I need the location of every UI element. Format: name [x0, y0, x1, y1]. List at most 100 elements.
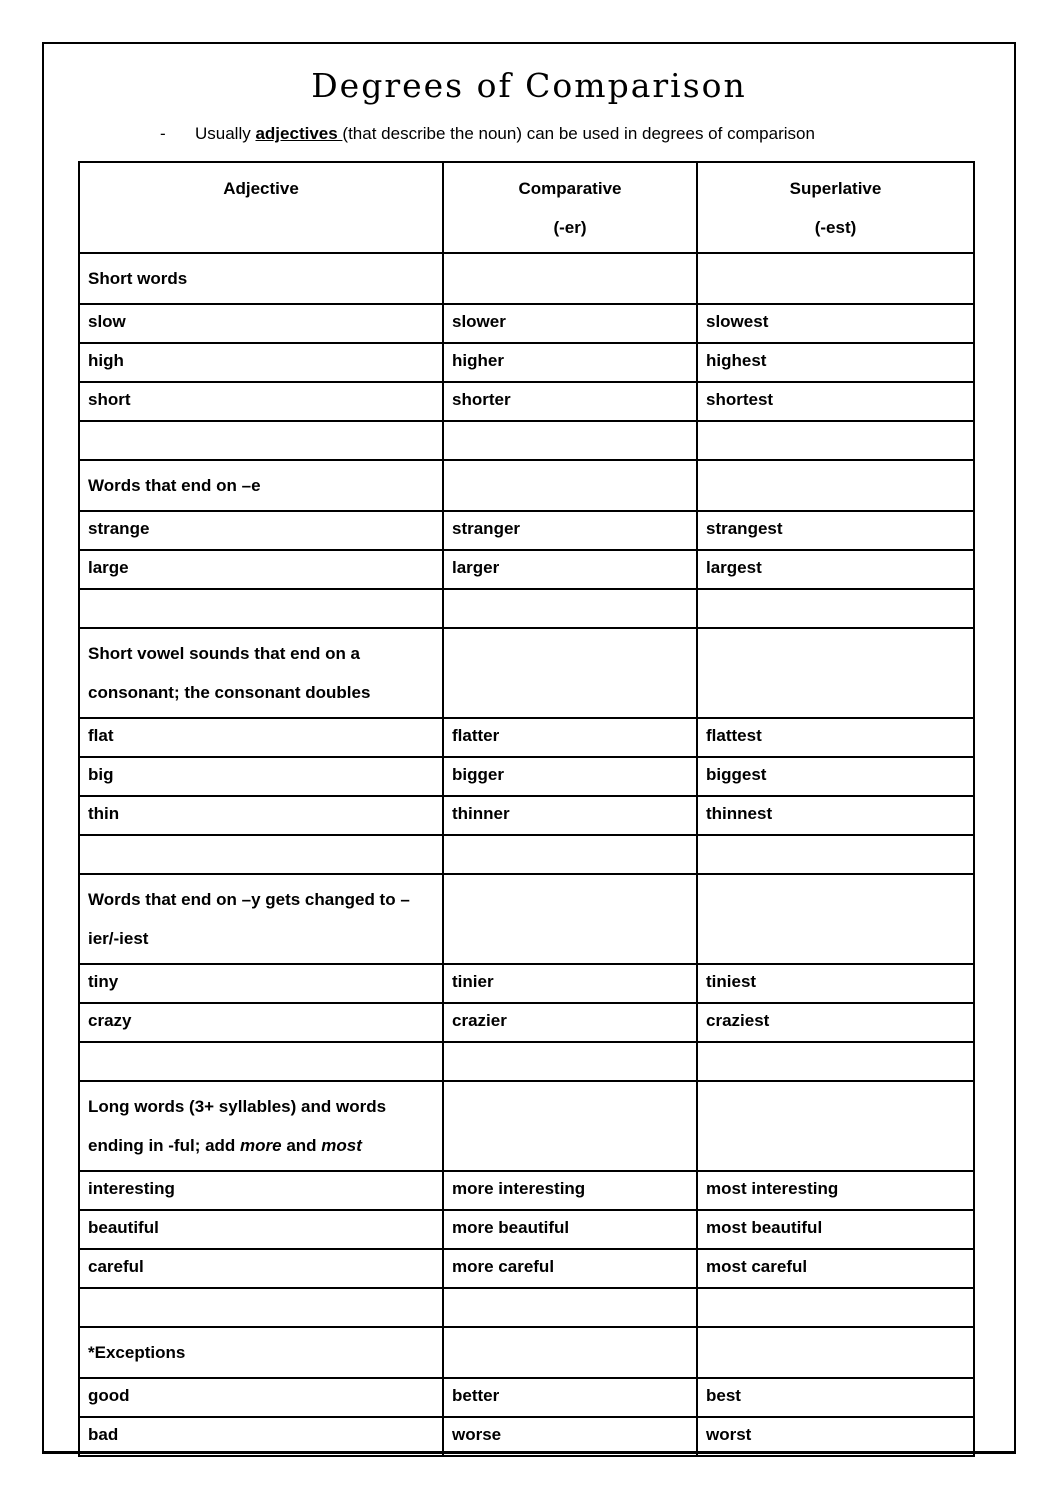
adjective-cell: tiny	[78, 963, 444, 1004]
blank-row	[78, 588, 975, 629]
blank-cell	[442, 627, 698, 719]
section-label-cell: Long words (3+ syllables) and words endi…	[78, 1080, 444, 1172]
comparative-cell: stranger	[442, 510, 698, 551]
superlative-cell: strangest	[696, 510, 975, 551]
superlative-cell: slowest	[696, 303, 975, 344]
adjective-cell: large	[78, 549, 444, 590]
comparative-cell: crazier	[442, 1002, 698, 1043]
comparative-cell: bigger	[442, 756, 698, 797]
blank-cell	[442, 873, 698, 965]
table-row: careful more careful most careful	[78, 1248, 975, 1289]
section-header-row: Words that end on –e	[78, 459, 975, 512]
adjective-cell: bad	[78, 1416, 444, 1457]
header-line2: (-er)	[553, 218, 587, 237]
superlative-cell: biggest	[696, 756, 975, 797]
comparative-column-header: Comparative (-er)	[442, 161, 698, 254]
table-row: slow slower slowest	[78, 303, 975, 344]
blank-cell	[442, 1287, 698, 1328]
comparative-cell: tinier	[442, 963, 698, 1004]
header-line1: Superlative	[789, 179, 882, 198]
comparative-cell: slower	[442, 303, 698, 344]
comparative-cell: shorter	[442, 381, 698, 422]
comparative-cell: better	[442, 1377, 698, 1418]
blank-cell	[442, 252, 698, 305]
blank-cell	[442, 459, 698, 512]
blank-cell	[696, 459, 975, 512]
adjective-cell: short	[78, 381, 444, 422]
adjective-cell: beautiful	[78, 1209, 444, 1250]
comparative-cell: larger	[442, 549, 698, 590]
comparison-table: Adjective Comparative (-er) Superlative …	[78, 161, 975, 1457]
header-line1: Comparative	[518, 179, 622, 198]
comparative-cell: worse	[442, 1416, 698, 1457]
section-header-row: Words that end on –y gets changed to –ie…	[78, 873, 975, 965]
comparative-cell: more careful	[442, 1248, 698, 1289]
adjective-cell: flat	[78, 717, 444, 758]
superlative-cell: worst	[696, 1416, 975, 1457]
superlative-column-header: Superlative (-est)	[696, 161, 975, 254]
blank-row	[78, 420, 975, 461]
table-row: bad worse worst	[78, 1416, 975, 1457]
section-label-cell: Words that end on –e	[78, 459, 444, 512]
comparative-cell: thinner	[442, 795, 698, 836]
intro-text-adjectives: adjectives	[255, 124, 343, 143]
superlative-cell: most beautiful	[696, 1209, 975, 1250]
adjective-cell: careful	[78, 1248, 444, 1289]
section-label-cell: Words that end on –y gets changed to –ie…	[78, 873, 444, 965]
table-row: high higher highest	[78, 342, 975, 383]
blank-row	[78, 1287, 975, 1328]
adjective-cell: strange	[78, 510, 444, 551]
table-body: Short words slow slower slowest high higher hi…	[78, 252, 975, 1457]
adjective-cell: thin	[78, 795, 444, 836]
table-row: interesting more interesting most interest…	[78, 1170, 975, 1211]
table-row: beautiful more beautiful most beautiful	[78, 1209, 975, 1250]
section-label-part: Short words	[88, 269, 188, 288]
adjective-cell: slow	[78, 303, 444, 344]
section-label-part: Long words (3+ syllables) and words endi…	[88, 1097, 387, 1155]
section-label-part: Words that end on –y gets changed to –ie…	[88, 890, 410, 948]
section-label-cell: Short words	[78, 252, 444, 305]
superlative-cell: highest	[696, 342, 975, 383]
blank-cell	[696, 873, 975, 965]
superlative-cell: best	[696, 1377, 975, 1418]
superlative-cell: craziest	[696, 1002, 975, 1043]
table-row: thin thinner thinnest	[78, 795, 975, 836]
blank-row	[78, 1041, 975, 1082]
section-header-row: Short vowel sounds that end on a consona…	[78, 627, 975, 719]
section-label-part: and	[281, 1136, 322, 1155]
section-header-row: *Exceptions	[78, 1326, 975, 1379]
adjective-cell: big	[78, 756, 444, 797]
blank-cell	[696, 627, 975, 719]
blank-cell	[442, 420, 698, 461]
superlative-cell: tiniest	[696, 963, 975, 1004]
blank-cell	[696, 1041, 975, 1082]
comparative-cell: flatter	[442, 717, 698, 758]
blank-cell	[696, 1326, 975, 1379]
blank-cell	[442, 1080, 698, 1172]
section-label-italic-part: most	[321, 1136, 362, 1155]
adjective-cell: crazy	[78, 1002, 444, 1043]
blank-cell	[78, 1287, 444, 1328]
superlative-cell: flattest	[696, 717, 975, 758]
comparative-cell: more interesting	[442, 1170, 698, 1211]
adjective-cell: interesting	[78, 1170, 444, 1211]
blank-cell	[696, 420, 975, 461]
blank-row	[78, 834, 975, 875]
table-row: flat flatter flattest	[78, 717, 975, 758]
section-label-part: Short vowel sounds that end on a consona…	[88, 644, 371, 702]
section-header-row: Short words	[78, 252, 975, 305]
blank-cell	[442, 1326, 698, 1379]
adjective-cell: good	[78, 1377, 444, 1418]
table-row: short shorter shortest	[78, 381, 975, 422]
table-row: good better best	[78, 1377, 975, 1418]
table-row: large larger largest	[78, 549, 975, 590]
blank-cell	[696, 834, 975, 875]
intro-text-part-2: (that describe the noun) can be used in …	[342, 124, 815, 143]
superlative-cell: most careful	[696, 1248, 975, 1289]
blank-cell	[78, 834, 444, 875]
section-label-cell: *Exceptions	[78, 1326, 444, 1379]
blank-cell	[442, 588, 698, 629]
table-row: strange stranger strangest	[78, 510, 975, 551]
blank-cell	[696, 1080, 975, 1172]
